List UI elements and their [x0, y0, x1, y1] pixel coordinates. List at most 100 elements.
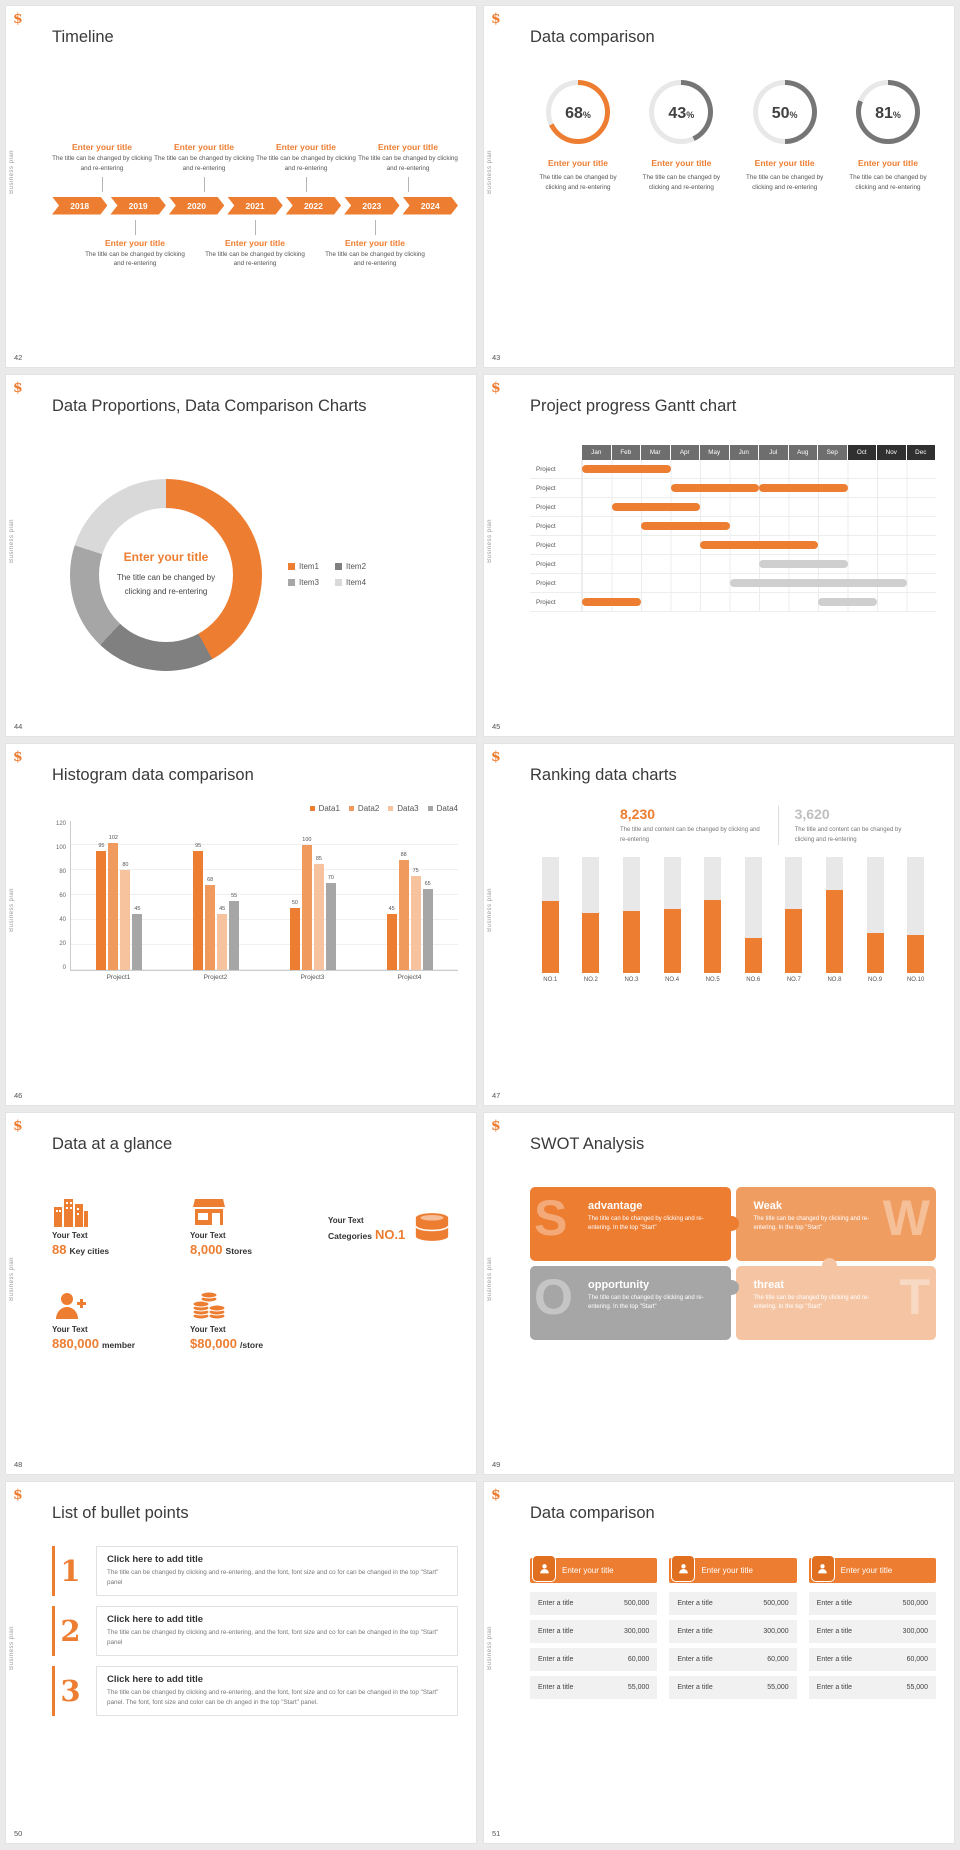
timeline-entry-desc: The title can be changed by clicking and… — [85, 250, 185, 268]
person-icon — [677, 1562, 690, 1575]
ranking-bars: NO.1 NO.2 NO.3 NO.4 NO.5 NO.6 NO.7 NO.8 NO.9 NO.1… — [530, 857, 936, 983]
histogram-plot: 120 100 80 60 40 20 0 95 102 80 45 95 68 45 55 50 100 85 7… — [52, 821, 458, 971]
side-label: Business plan — [9, 519, 15, 564]
bar-group-inner: 50 100 85 70 — [289, 837, 336, 970]
bar: 95 — [96, 843, 107, 970]
percent-sign: % — [892, 110, 901, 120]
ranking-stat-value: 3,620 — [794, 806, 830, 822]
slide-47-ranking[interactable]: $ Business plan Ranking data charts 47 8… — [483, 743, 955, 1106]
x-tick-label: NO.10 — [906, 977, 925, 984]
row-value: 500,000 — [763, 1600, 789, 1607]
page-number: 45 — [492, 722, 501, 731]
page-number: 47 — [492, 1091, 501, 1100]
timeline-entry-desc: The title can be changed by clicking and… — [52, 155, 152, 172]
percent-ring-hole: 50% — [757, 85, 812, 139]
swot-quadrant-weak[interactable]: W Weak The title can be changed by clickin… — [735, 1187, 936, 1261]
slide-46-histogram[interactable]: $ Business plan Histogram data compariso… — [5, 743, 477, 1106]
bar-value-label: 88 — [400, 852, 407, 858]
gantt-row-label: Project — [530, 479, 582, 497]
stat-unit: Key cities — [69, 1246, 110, 1256]
comparison-row: Enter a title 55,000 — [530, 1676, 658, 1699]
gantt-month-header: Aug — [788, 445, 818, 460]
row-value: 55,000 — [627, 1684, 650, 1691]
slide-48-glance[interactable]: $ Business plan Data at a glance 48 Your… — [5, 1112, 477, 1475]
bar-value-label: 95 — [98, 843, 105, 850]
y-tick-label: 120 — [55, 821, 66, 827]
database-icon — [413, 1212, 451, 1242]
x-tick-label: Project2 — [203, 974, 228, 981]
stat-unit: Categories — [328, 1231, 372, 1241]
bar-value-label: 68 — [207, 877, 214, 883]
comparison-card-header: Enter your title — [669, 1555, 797, 1583]
bullet-text-box[interactable]: Click here to add title The title can be … — [96, 1606, 458, 1657]
legend-swatch — [309, 806, 315, 811]
brand-dollar-icon: $ — [13, 11, 23, 27]
gantt-row-label: Project — [530, 536, 582, 554]
stat-number: NO.1 — [374, 1227, 406, 1242]
legend-item: Data2 — [348, 804, 380, 813]
comparison-rows: Enter a title 500,000 Enter a title 300,000… — [669, 1592, 797, 1699]
slide-44-proportions[interactable]: $ Business plan Data Proportions, Data C… — [5, 374, 477, 737]
bar-fill — [907, 934, 925, 974]
bar-value-label: 50 — [291, 899, 298, 906]
bullet-item: 1 Click here to add title The title can be… — [52, 1546, 458, 1597]
timeline-entry: Enter your title The title can be changed… — [52, 142, 152, 195]
bar: 102 — [108, 835, 119, 970]
brand-dollar-icon: $ — [491, 1487, 501, 1503]
row-value: 60,000 — [767, 1656, 789, 1663]
ranking-stat-desc: The title and content can be changed by … — [794, 827, 902, 843]
legend-label: Item2 — [346, 562, 367, 571]
stat-item: Your Text 880,000 member — [52, 1291, 182, 1351]
comparison-row: Enter a title 300,000 — [530, 1620, 658, 1643]
timeline-entry: Enter your title The title can be changed… — [154, 142, 254, 195]
swot-desc: The title can be changed by clicking and… — [588, 1216, 704, 1231]
slide-42-timeline[interactable]: $ Business plan Timeline 42 Enter your t… — [5, 5, 477, 368]
bar-value-label: 45 — [219, 905, 226, 912]
stat-unit: member — [102, 1340, 136, 1350]
gantt-month-header: Nov — [877, 445, 907, 460]
percent-ring: 68% — [546, 80, 610, 144]
bar-fill — [622, 910, 640, 974]
gantt-row-body — [582, 517, 936, 535]
slide-50-bullets[interactable]: $ Business plan List of bullet points 50… — [5, 1481, 477, 1844]
slide-45-gantt[interactable]: $ Business plan Project progress Gantt c… — [483, 374, 955, 737]
comparison-rows: Enter a title 500,000 Enter a title 300,000… — [530, 1592, 658, 1699]
percent-sign: % — [789, 110, 798, 120]
bar: 45 — [132, 906, 143, 970]
slide-43-data-comparison[interactable]: $ Business plan Data comparison 43 68% En… — [483, 5, 955, 368]
legend-label: Data4 — [436, 804, 458, 813]
x-tick-label: NO.3 — [624, 977, 639, 984]
x-tick-label: Project4 — [397, 974, 422, 981]
bullet-text-box[interactable]: Click here to add title The title can be … — [96, 1546, 458, 1597]
legend-label: Data2 — [357, 804, 380, 813]
x-tick-label: NO.2 — [583, 977, 598, 984]
legend-label: Item3 — [299, 578, 320, 587]
bar: 70 — [325, 875, 336, 970]
slide-51-comparison-tables[interactable]: $ Business plan Data comparison 51 Enter… — [483, 1481, 955, 1844]
page-number: 43 — [492, 353, 501, 362]
slide-title: SWOT Analysis — [530, 1135, 645, 1153]
bar-track — [866, 857, 884, 974]
gantt-row-body — [582, 498, 936, 516]
gantt-bar — [818, 598, 877, 606]
timeline-year-chevron: 2022 — [286, 197, 341, 215]
comparison-row: Enter a title 55,000 — [808, 1676, 936, 1699]
bullet-desc: The title can be changed by clicking and… — [107, 1629, 439, 1647]
timeline-entry-desc: The title can be changed by clicking and… — [358, 155, 458, 172]
ranking-bar-item: NO.4 — [652, 857, 693, 983]
row-value: 300,000 — [902, 1628, 928, 1635]
bullet-title: Click here to add title — [107, 1554, 204, 1565]
x-axis-labels: Project1 Project2 Project3 Project4 — [70, 974, 458, 981]
bullet-text-box[interactable]: Click here to add title The title can be … — [96, 1666, 458, 1717]
stats-grid: Your Text 88 Key cities Your Text 8,000 Store… — [52, 1197, 458, 1351]
y-tick-label: 80 — [59, 869, 66, 875]
stat-label: Your Text — [190, 1325, 226, 1334]
bar-track — [622, 857, 640, 974]
slide-title: Histogram data comparison — [52, 766, 254, 784]
timeline-year-chevron: 2023 — [344, 197, 399, 215]
bar-fill — [866, 932, 884, 974]
